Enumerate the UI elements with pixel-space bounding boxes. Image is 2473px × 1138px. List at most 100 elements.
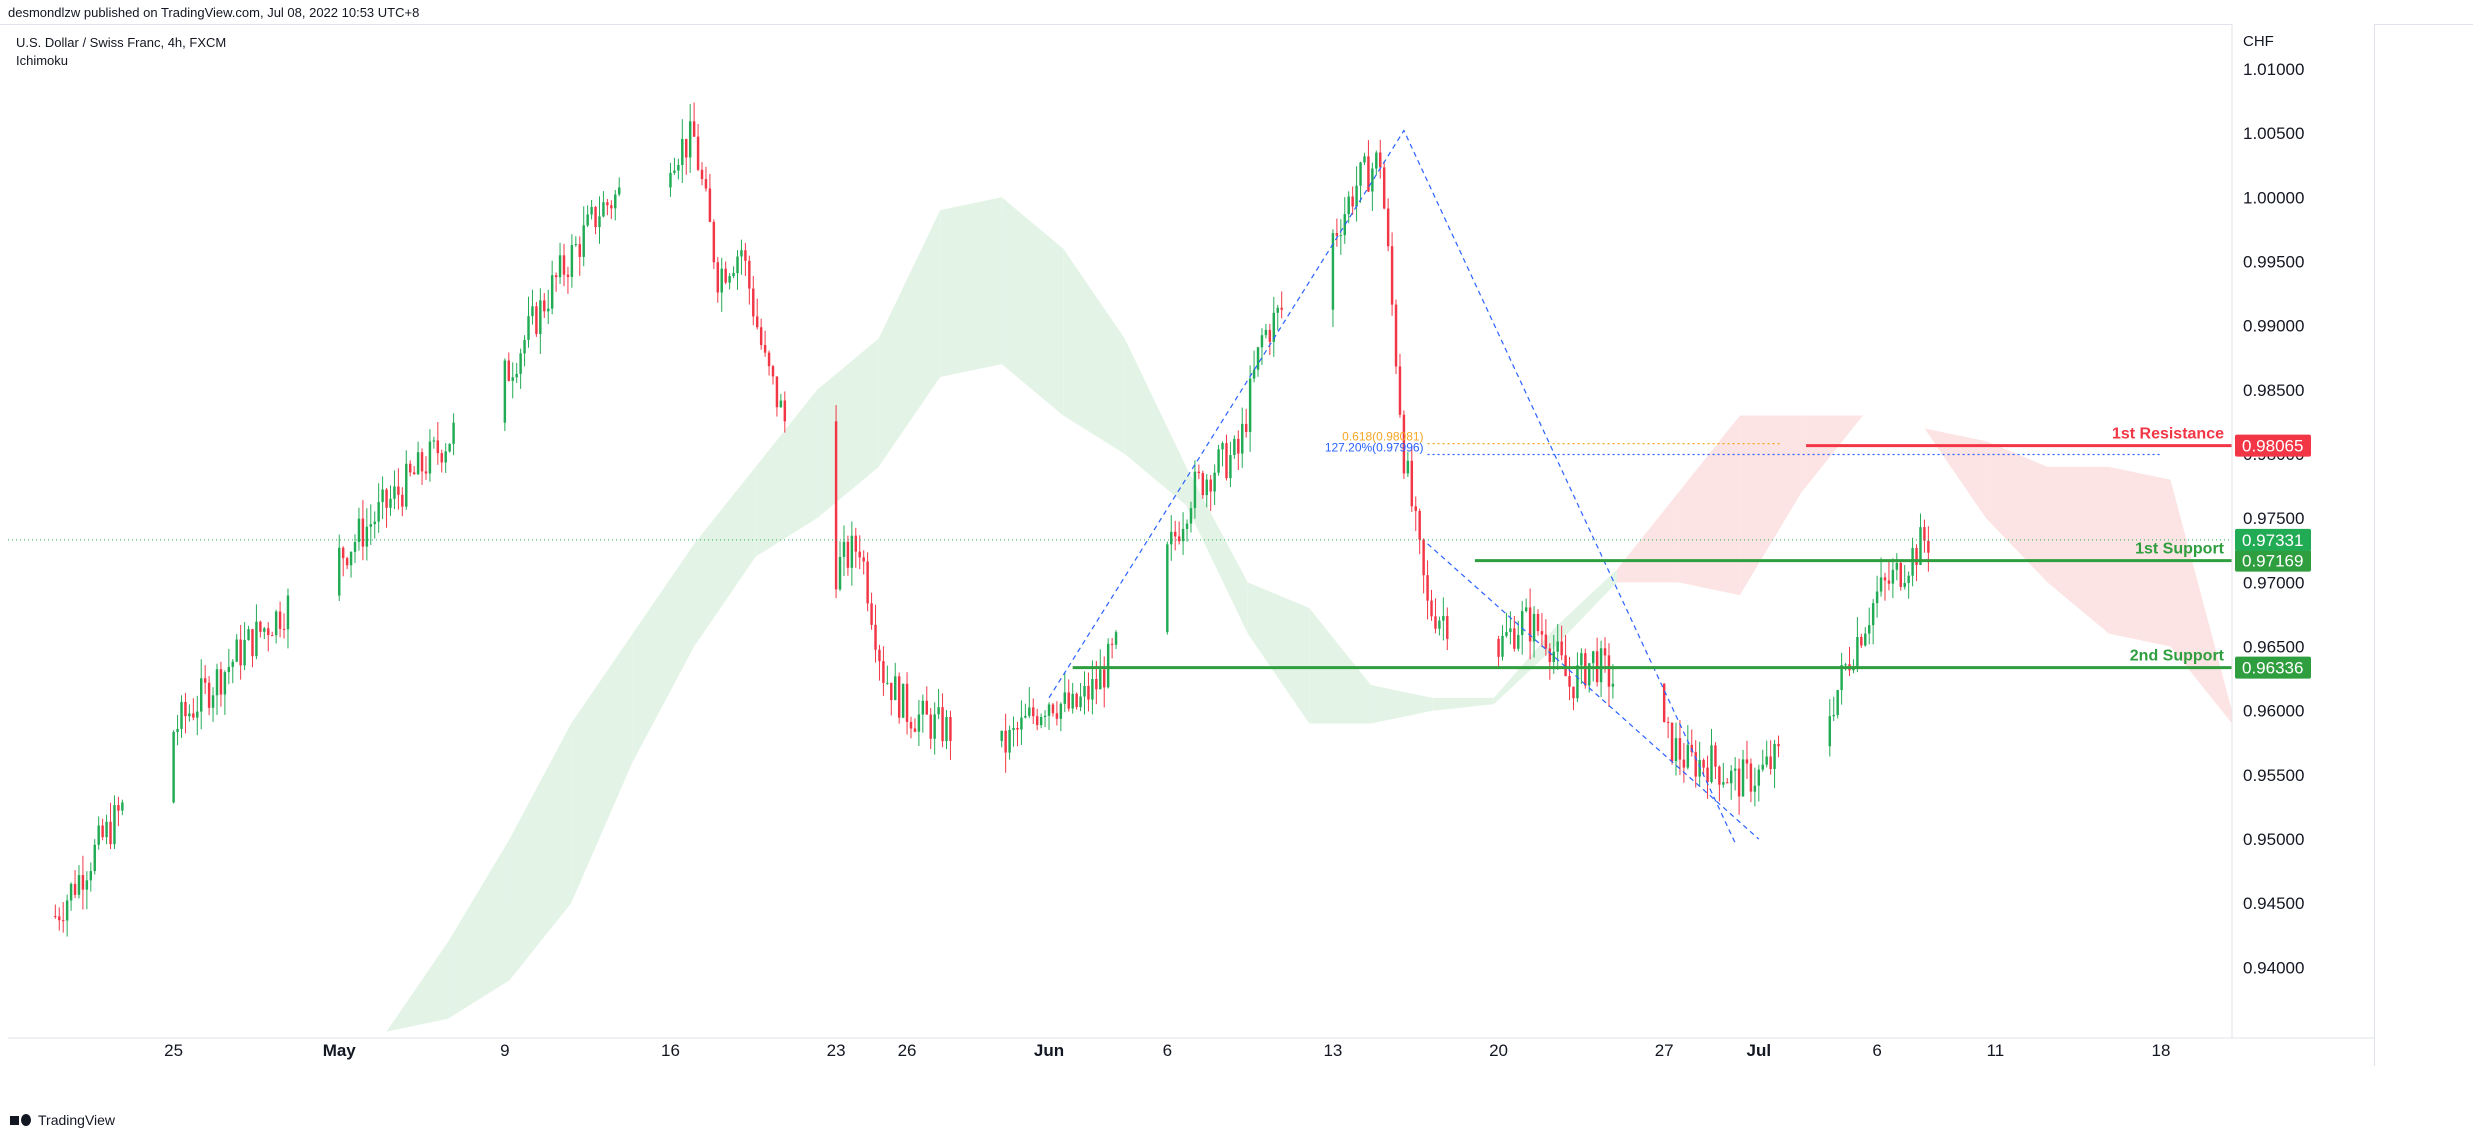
- candle-body: [424, 471, 428, 474]
- candle-body: [763, 345, 767, 353]
- ichimoku-cloud-segment: [571, 633, 633, 904]
- candle-body: [105, 821, 108, 838]
- candle-body: [180, 701, 183, 729]
- candle-body: [1359, 162, 1362, 186]
- candle-body: [1166, 544, 1169, 633]
- candle-body: [503, 360, 507, 423]
- candle-body: [1091, 678, 1094, 700]
- candle-body: [1765, 756, 1768, 765]
- candle-body: [712, 221, 716, 263]
- candle-body: [1666, 722, 1670, 724]
- candle-body: [578, 244, 581, 257]
- candle-body: [1225, 443, 1228, 479]
- candle-body: [263, 628, 266, 632]
- candle-body: [113, 805, 116, 845]
- candle-body: [1252, 369, 1256, 379]
- candle-body: [550, 275, 554, 309]
- candle-body: [121, 802, 124, 811]
- candle-body: [1733, 768, 1737, 771]
- candle-body: [1039, 716, 1043, 726]
- candle-body: [941, 707, 944, 742]
- ichimoku-cloud-segment: [878, 210, 941, 467]
- candle-body: [1544, 634, 1548, 649]
- candle-body: [1670, 722, 1674, 762]
- price-chart[interactable]: 0.618(0.98081)127.20%(0.97996) 1st Resist…: [8, 24, 2374, 1066]
- ichimoku-cloud-segment: [940, 197, 1002, 377]
- candle-body: [878, 649, 881, 662]
- candle-body: [897, 676, 901, 718]
- candle-body: [905, 683, 909, 722]
- candle-body: [1055, 713, 1059, 719]
- candle-body: [1718, 766, 1721, 785]
- candle-body: [1339, 235, 1343, 237]
- candle-body: [1611, 683, 1615, 687]
- candle-body: [109, 821, 112, 845]
- candle-body: [1024, 715, 1027, 718]
- candle-body: [365, 526, 369, 547]
- candle-body: [1856, 637, 1859, 667]
- candle-body: [408, 463, 412, 473]
- candle-body: [81, 875, 85, 890]
- candle-body: [1106, 643, 1110, 688]
- candle-body: [771, 366, 775, 377]
- fib-level-label: 0.618(0.98081): [1342, 430, 1423, 444]
- candle-body: [1710, 745, 1713, 783]
- candle-body: [728, 276, 731, 283]
- candle-body: [783, 400, 787, 422]
- candle-body: [1173, 531, 1177, 537]
- candle-body: [1114, 632, 1118, 645]
- candle-body: [361, 518, 365, 547]
- candle-body: [247, 629, 250, 640]
- candle-body: [1749, 763, 1753, 792]
- candle-body: [385, 489, 388, 508]
- candle-body: [1244, 423, 1248, 432]
- candle-body: [681, 138, 684, 165]
- level-price-badge-bg: [2235, 434, 2311, 457]
- candle-body: [1193, 471, 1197, 509]
- candle-body: [1887, 580, 1891, 584]
- chart-frame[interactable]: 0.618(0.98081) 127.20%(0.97996) 1st Resist…: [8, 24, 2375, 1066]
- candle-body: [704, 179, 708, 189]
- candle-body: [1000, 730, 1003, 741]
- tradingview-brand[interactable]: TradingView: [10, 1112, 115, 1128]
- candle-body: [397, 486, 400, 495]
- candle-body: [677, 164, 680, 171]
- level-name-label: 1st Resistance: [2112, 426, 2224, 443]
- price-axis-tick: 0.98500: [2243, 381, 2304, 400]
- level-price-badge: 0.97169: [2242, 552, 2303, 571]
- candle-body: [1426, 575, 1429, 601]
- candle-body: [1386, 208, 1390, 247]
- ichimoku-cloud-segment: [1862, 415, 1925, 429]
- candle-body: [610, 205, 613, 209]
- indicator-name[interactable]: Ichimoku: [16, 53, 69, 68]
- candle-body: [775, 376, 779, 408]
- candle-body: [117, 805, 120, 811]
- candle-body: [381, 489, 384, 503]
- candle-body: [1351, 196, 1354, 207]
- candle-body: [1229, 455, 1232, 479]
- candle-body: [543, 300, 546, 312]
- candle-body: [61, 920, 65, 922]
- dashed-trendline: [1048, 129, 1736, 844]
- candle-body: [1442, 616, 1445, 621]
- candle-body: [89, 871, 93, 881]
- candle-body: [196, 711, 199, 718]
- time-axis-tick: 13: [1323, 1041, 1342, 1060]
- candle-body: [255, 621, 258, 657]
- candle-body: [574, 244, 578, 246]
- ichimoku-cloud-segment: [2108, 466, 2171, 647]
- candle-body: [1422, 539, 1425, 576]
- candle-body: [199, 678, 203, 712]
- candle-body: [401, 494, 404, 507]
- level-price-badge-bg: [2235, 656, 2311, 679]
- level-name-label: 2nd Support: [2130, 648, 2225, 665]
- candle-body: [1067, 692, 1070, 709]
- candle-body: [740, 250, 743, 257]
- candle-body: [65, 900, 69, 921]
- candle-body: [1513, 628, 1516, 649]
- candle-body: [1063, 692, 1067, 704]
- candle-body: [1177, 536, 1181, 542]
- candle-body: [1517, 635, 1520, 649]
- candle-body: [1923, 527, 1926, 541]
- candle-body: [1004, 730, 1007, 753]
